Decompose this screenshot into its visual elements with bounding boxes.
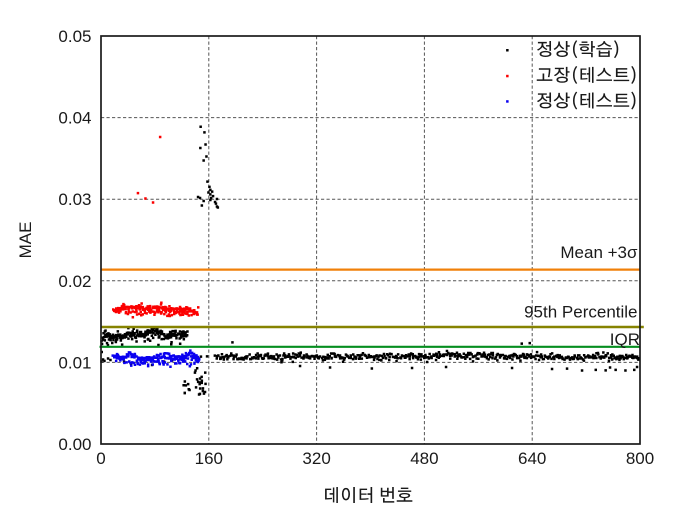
- svg-text:0.05: 0.05: [58, 27, 91, 46]
- svg-text:0.03: 0.03: [58, 190, 91, 209]
- svg-text:640: 640: [518, 449, 546, 468]
- svg-text:160: 160: [195, 449, 223, 468]
- svg-text:IQR: IQR: [610, 330, 640, 349]
- svg-text:320: 320: [302, 449, 330, 468]
- svg-text:800: 800: [626, 449, 654, 468]
- svg-text:480: 480: [410, 449, 438, 468]
- svg-text:0.04: 0.04: [58, 109, 91, 128]
- svg-text:0.00: 0.00: [58, 435, 91, 454]
- svg-text:0.01: 0.01: [58, 353, 91, 372]
- svg-text:95th Percentile: 95th Percentile: [524, 303, 637, 322]
- svg-text:0: 0: [96, 449, 105, 468]
- svg-text:Mean +3σ: Mean +3σ: [560, 243, 638, 262]
- svg-text:0.02: 0.02: [58, 272, 91, 291]
- svg-text:MAE: MAE: [16, 222, 35, 259]
